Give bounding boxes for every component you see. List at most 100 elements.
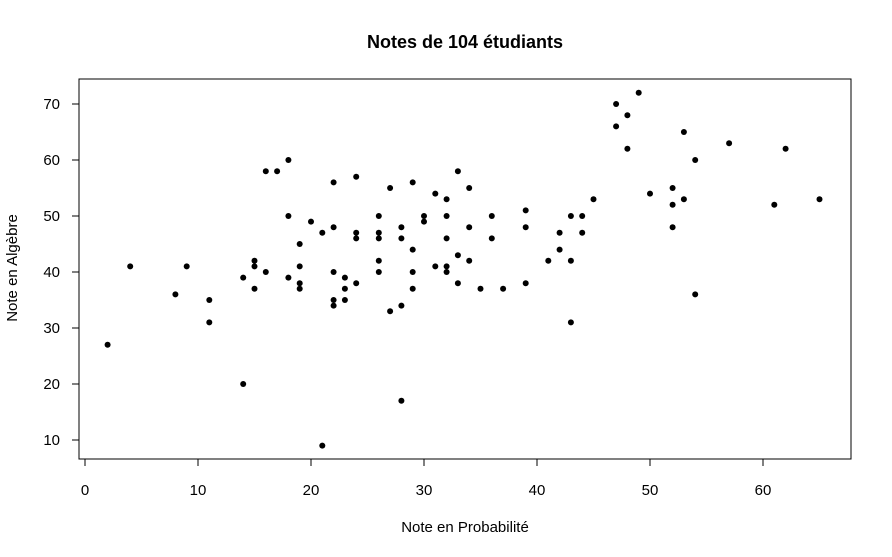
y-tick-label: 40 <box>43 264 60 281</box>
x-tick-label: 40 <box>529 482 546 499</box>
data-point <box>319 442 326 449</box>
x-tick-label: 10 <box>190 482 207 499</box>
data-point <box>556 246 563 253</box>
chart-title: Notes de 104 étudiants <box>367 32 563 52</box>
data-point <box>296 280 303 287</box>
x-axis-label: Note en Probabilité <box>401 519 529 536</box>
data-point <box>421 213 427 219</box>
data-point <box>296 241 303 247</box>
data-point <box>330 269 337 275</box>
data-point <box>579 213 586 219</box>
data-point <box>409 179 416 186</box>
y-tick-label: 50 <box>43 208 60 225</box>
data-point <box>432 190 439 197</box>
data-point <box>624 112 631 119</box>
data-point <box>319 229 326 236</box>
data-point <box>613 101 620 107</box>
data-point <box>341 274 348 281</box>
data-point <box>567 213 574 219</box>
data-point <box>375 229 382 236</box>
data-point <box>522 224 529 231</box>
y-tick-label: 60 <box>43 152 60 169</box>
data-point <box>308 218 314 225</box>
y-axis: 10 20 30 40 50 60 70 <box>43 96 80 449</box>
data-point <box>443 213 450 219</box>
data-point <box>296 263 303 270</box>
data-point <box>443 196 450 203</box>
data-point <box>726 140 733 147</box>
data-point <box>567 319 574 326</box>
data-points <box>104 89 823 449</box>
data-point <box>782 145 789 152</box>
data-point <box>375 213 382 219</box>
data-point <box>296 285 303 292</box>
data-point <box>330 302 337 309</box>
data-point <box>330 297 337 303</box>
data-point <box>262 168 269 175</box>
data-point <box>398 302 405 309</box>
data-point <box>443 235 450 242</box>
data-point <box>680 129 687 135</box>
data-point <box>443 269 450 275</box>
data-point <box>454 280 461 287</box>
data-point <box>285 213 292 219</box>
y-tick-label: 30 <box>43 320 60 337</box>
y-tick-label: 10 <box>43 432 60 449</box>
y-tick-label: 70 <box>43 96 60 113</box>
data-point <box>398 235 405 242</box>
y-axis-label: Note en Algèbre <box>4 214 21 322</box>
data-point <box>421 218 427 225</box>
data-point <box>240 274 247 281</box>
data-point <box>454 168 461 175</box>
data-point <box>240 381 247 387</box>
data-point <box>522 280 529 287</box>
data-point <box>330 179 337 186</box>
data-point <box>488 235 495 242</box>
data-point <box>409 246 416 253</box>
data-point <box>669 185 676 191</box>
plot-frame <box>78 78 852 460</box>
data-point <box>251 257 258 264</box>
data-point <box>183 263 190 270</box>
x-tick-label: 30 <box>416 482 433 499</box>
data-point <box>409 269 416 275</box>
data-point <box>624 145 631 152</box>
data-point <box>579 229 586 236</box>
x-tick-label: 60 <box>755 482 772 499</box>
data-point <box>341 297 348 303</box>
data-point <box>590 196 597 203</box>
data-point <box>375 235 382 242</box>
data-point <box>251 263 258 270</box>
data-point <box>104 341 111 348</box>
data-point <box>500 285 507 292</box>
data-point <box>567 257 574 264</box>
data-point <box>353 280 360 287</box>
data-point <box>466 185 473 191</box>
data-point <box>432 263 439 270</box>
data-point <box>669 201 676 208</box>
data-point <box>172 291 179 298</box>
data-point <box>816 196 823 203</box>
y-tick-label: 20 <box>43 376 60 393</box>
data-point <box>669 224 676 231</box>
data-point <box>274 168 281 175</box>
data-point <box>353 229 360 236</box>
data-point <box>692 157 699 163</box>
data-point <box>398 397 405 404</box>
data-point <box>251 285 258 292</box>
data-point <box>341 285 348 292</box>
data-point <box>545 257 552 264</box>
data-point <box>647 190 653 197</box>
data-point <box>285 157 292 163</box>
data-point <box>635 89 642 96</box>
data-point <box>206 319 213 326</box>
data-point <box>477 285 484 292</box>
data-point <box>353 235 360 242</box>
x-tick-label: 0 <box>81 482 89 499</box>
data-point <box>466 224 473 231</box>
data-point <box>398 224 405 231</box>
data-point <box>454 252 461 259</box>
data-point <box>443 263 450 270</box>
data-point <box>375 269 382 275</box>
